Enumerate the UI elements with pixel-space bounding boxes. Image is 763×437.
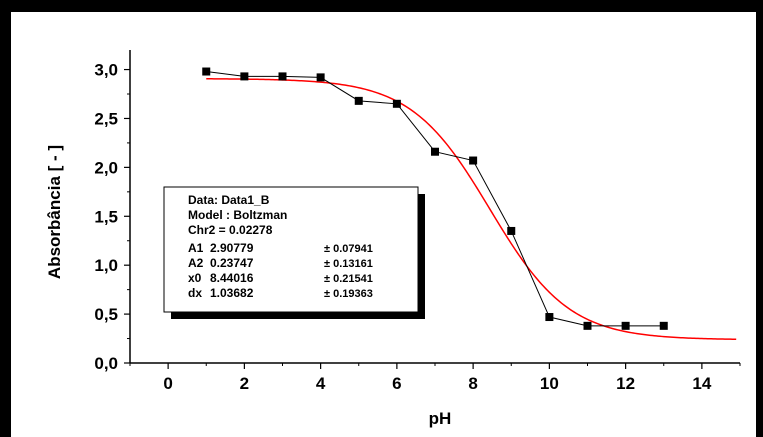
fit-box-model-line: Model : Boltzman <box>188 208 287 222</box>
data-point <box>202 67 211 76</box>
x-tick-label: 0 <box>163 374 172 393</box>
fit-param-name: A1 <box>188 241 204 255</box>
fit-box-data-line: Data: Data1_B <box>188 193 270 207</box>
data-point <box>583 321 592 330</box>
y-tick-label: 2,5 <box>94 109 118 128</box>
y-tick-label: 1,5 <box>94 207 118 226</box>
data-point <box>545 313 554 322</box>
data-point <box>621 321 630 330</box>
fit-layer <box>206 78 737 341</box>
y-axis-title: Absorbância [ - ] <box>45 145 64 279</box>
fit-param-error: ± 0.21541 <box>324 273 373 285</box>
x-tick-label: 4 <box>316 374 326 393</box>
fit-box <box>163 186 419 313</box>
y-tick-label: 0,0 <box>94 354 118 373</box>
data-point <box>392 99 401 108</box>
data-point <box>659 321 668 330</box>
fit-param-name: x0 <box>188 271 202 285</box>
fit-param-error: ± 0.13161 <box>324 258 373 270</box>
fit-param-name: dx <box>188 286 202 300</box>
axes: 0,0 0,5 1,0 1,5 2,0 2,5 3,0 0 2 4 6 8 10 12 14 <box>94 50 741 393</box>
fit-curve <box>206 78 737 341</box>
x-axis-title: pH <box>429 409 452 428</box>
fit-param-value: 8.44016 <box>210 271 254 285</box>
fit-param-value: 0.23747 <box>210 256 254 270</box>
fit-param-value: 2.90779 <box>210 241 254 255</box>
fit-param-error: ± 0.19363 <box>324 288 373 300</box>
data-point <box>431 147 439 156</box>
y-tick-label: 0,5 <box>94 305 118 324</box>
fit-param-name: A2 <box>188 256 204 270</box>
x-tick-label: 2 <box>240 374 249 393</box>
data-layer <box>202 67 668 330</box>
x-tick-label: 6 <box>392 374 401 393</box>
x-tick-label: 8 <box>468 374 477 393</box>
y-tick-label: 3,0 <box>94 61 118 80</box>
y-tick-label: 1,0 <box>94 256 118 275</box>
data-point <box>240 72 249 81</box>
data-point <box>507 226 516 235</box>
x-tick-label: 14 <box>692 374 711 393</box>
data-point <box>278 72 287 81</box>
fit-param-error: ± 0.07941 <box>324 243 373 255</box>
x-tick-label: 12 <box>616 374 635 393</box>
fit-box-chi2-line: Chr2 = 0.02278 <box>188 223 273 237</box>
fit-param-value: 1.03682 <box>210 286 254 300</box>
data-point <box>469 156 478 165</box>
fit-results-box: Data: Data1_B Model : Boltzman Chr2 = 0.… <box>163 186 425 319</box>
y-tick-label: 2,0 <box>94 158 118 177</box>
data-point <box>354 96 363 105</box>
x-tick-label: 10 <box>540 374 559 393</box>
data-point <box>316 73 325 82</box>
